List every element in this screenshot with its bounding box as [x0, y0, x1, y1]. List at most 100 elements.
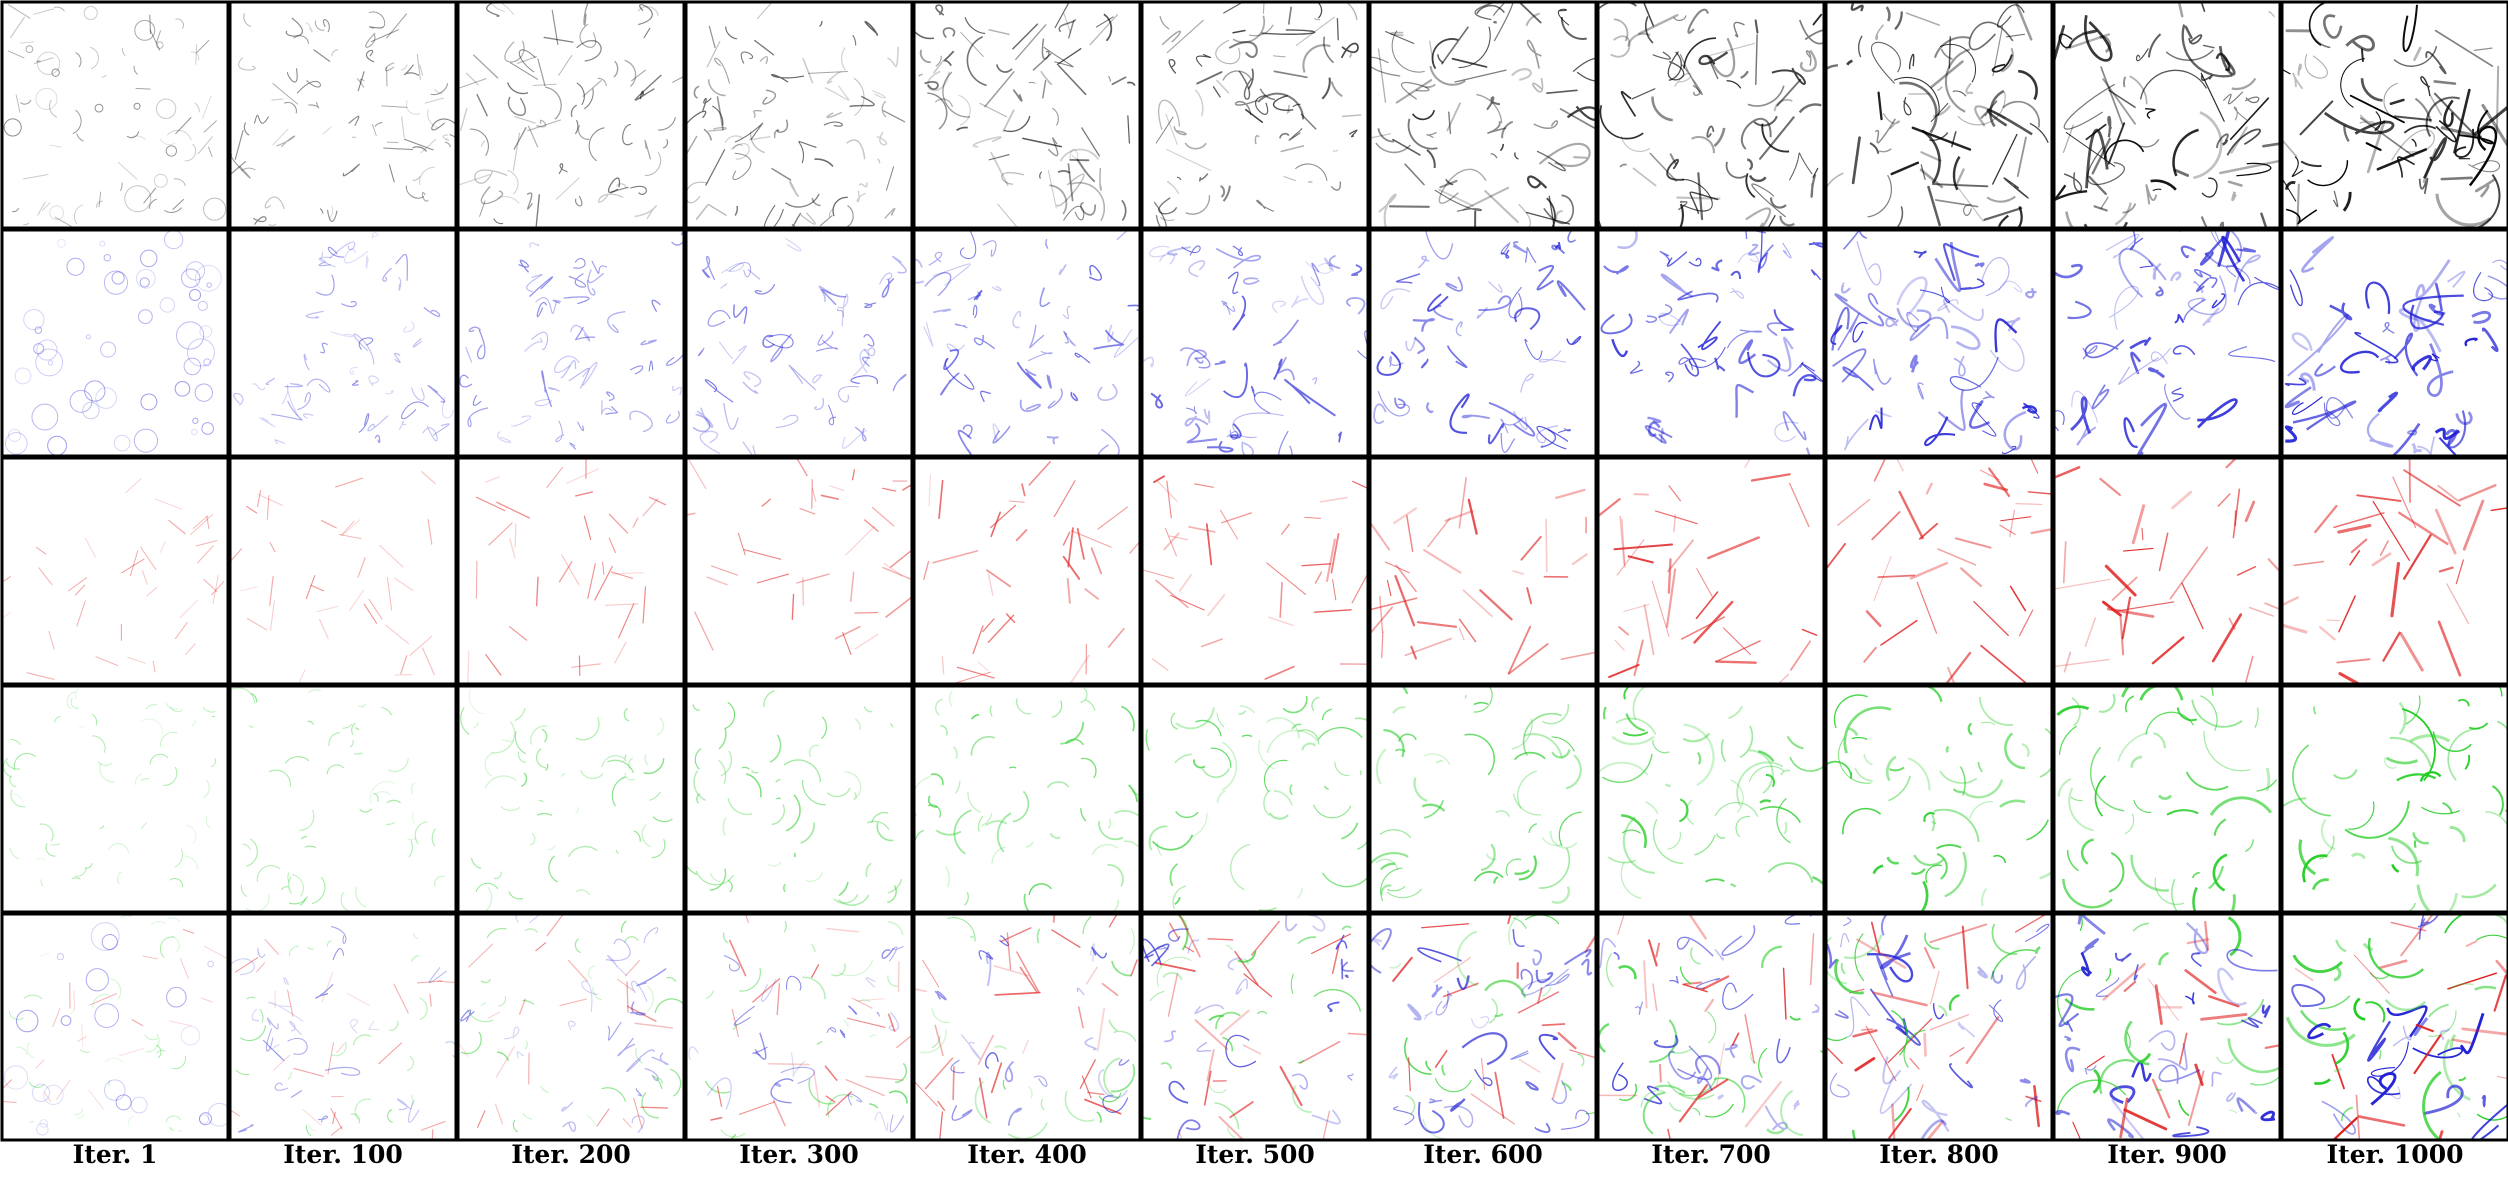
arc-stroke	[871, 812, 889, 824]
arc-stroke	[2378, 1049, 2382, 1060]
line-stroke	[1665, 568, 1677, 628]
curve-stroke	[776, 119, 789, 133]
arc-stroke	[381, 706, 393, 716]
line-stroke	[1089, 14, 1118, 46]
line-stroke	[234, 957, 259, 973]
curve-stroke	[1076, 158, 1096, 183]
panel-background	[686, 230, 912, 456]
line-stroke	[2455, 559, 2464, 585]
line-stroke	[834, 625, 861, 640]
curve-stroke	[529, 242, 540, 248]
curve-stroke	[770, 1078, 794, 1104]
circle-stroke	[103, 270, 129, 295]
arc-stroke	[2318, 995, 2351, 1010]
arc-stroke	[1602, 753, 1653, 784]
circle-stroke	[199, 325, 213, 338]
curve-stroke	[1157, 99, 1181, 130]
line-stroke	[705, 149, 726, 186]
circle-stroke	[85, 968, 109, 992]
arc-stroke	[2153, 732, 2166, 749]
arc-stroke	[805, 872, 824, 882]
arc-stroke	[1625, 713, 1645, 732]
curve-stroke	[365, 49, 375, 63]
arc-stroke	[194, 102, 200, 113]
arc-stroke	[1110, 1064, 1136, 1093]
panel-background	[1826, 686, 2052, 912]
curve-stroke	[2109, 1085, 2136, 1105]
line-stroke	[1812, 13, 1823, 26]
line-stroke	[338, 533, 362, 540]
curve-stroke	[285, 17, 303, 37]
line-stroke	[379, 544, 404, 568]
line-stroke	[2382, 631, 2401, 662]
arc-stroke	[1599, 105, 1644, 140]
curve-stroke	[1417, 255, 1430, 269]
arc-stroke	[2172, 128, 2199, 177]
curve-stroke	[2197, 398, 2238, 429]
circle-stroke	[51, 68, 60, 77]
arc-stroke	[2414, 97, 2432, 123]
arc-stroke	[854, 718, 861, 730]
arc-stroke	[10, 789, 26, 808]
curve-stroke	[2244, 96, 2260, 104]
curve-stroke	[1856, 241, 1882, 286]
panel-border	[2280, 456, 2508, 686]
curve-stroke	[2226, 1092, 2237, 1102]
line-stroke	[1898, 490, 1924, 540]
curve-stroke	[548, 387, 560, 392]
arc-stroke	[1613, 18, 1629, 42]
arc-stroke	[1215, 1011, 1241, 1030]
arc-stroke	[1598, 761, 1649, 776]
arc-stroke	[1518, 855, 1537, 881]
arc-stroke	[1678, 203, 1684, 228]
curve-stroke	[329, 241, 356, 259]
line-stroke	[1654, 510, 1698, 525]
curve-stroke	[671, 385, 682, 396]
line-stroke	[1232, 29, 1246, 34]
line-stroke	[200, 997, 213, 1003]
line-stroke	[1632, 167, 1657, 187]
arc-stroke	[1377, 128, 1395, 143]
curve-stroke	[2237, 276, 2280, 306]
arc-stroke	[1237, 950, 1257, 963]
line-stroke	[1755, 34, 1758, 86]
arc-stroke	[140, 778, 150, 782]
line-stroke	[752, 978, 781, 1003]
arc-stroke	[405, 100, 421, 115]
line-stroke	[1166, 480, 1172, 519]
line-stroke	[2415, 1023, 2434, 1033]
curve-stroke	[1917, 382, 1924, 400]
arc-stroke	[97, 761, 113, 766]
arc-stroke	[410, 954, 419, 962]
curve-stroke	[2420, 76, 2431, 97]
curve-stroke	[353, 333, 375, 365]
arc-stroke	[840, 47, 847, 71]
line-stroke	[393, 983, 409, 1014]
line-stroke	[2331, 1053, 2345, 1090]
arc-stroke	[1159, 16, 1170, 30]
curve-stroke	[1488, 401, 1536, 437]
arc-stroke	[1525, 12, 1540, 27]
curve-stroke	[2292, 72, 2304, 90]
arc-stroke	[2114, 202, 2132, 226]
curve-stroke	[1041, 38, 1050, 60]
curve-stroke	[1323, 257, 1335, 272]
curve-stroke	[1311, 1109, 1341, 1125]
curve-stroke	[1535, 969, 1554, 984]
line-stroke	[2299, 100, 2334, 136]
arc-stroke	[121, 47, 126, 57]
curve-stroke	[980, 390, 991, 403]
line-stroke	[743, 549, 782, 560]
line-stroke	[1788, 482, 1810, 528]
arc-stroke	[1730, 779, 1744, 813]
circle-stroke	[194, 264, 222, 292]
curve-stroke	[629, 410, 653, 433]
curve-stroke	[1272, 319, 1299, 346]
line-stroke	[1704, 998, 1715, 1013]
arc-stroke	[547, 844, 556, 851]
sketch-panel	[1140, 684, 1370, 914]
arc-stroke	[1773, 98, 1793, 112]
arc-stroke	[2152, 188, 2162, 192]
line-stroke	[1517, 991, 1560, 1014]
line-stroke	[180, 958, 190, 980]
